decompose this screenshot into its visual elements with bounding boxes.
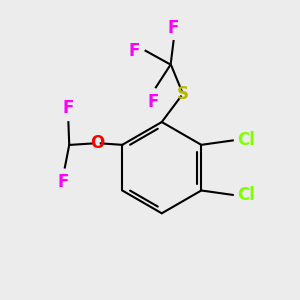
Text: F: F — [62, 100, 74, 118]
Text: S: S — [176, 85, 188, 103]
Text: Cl: Cl — [237, 186, 254, 204]
Text: F: F — [168, 19, 179, 37]
Text: O: O — [90, 134, 104, 152]
Text: F: F — [148, 93, 159, 111]
Text: F: F — [129, 42, 140, 60]
Text: F: F — [58, 173, 69, 191]
Text: Cl: Cl — [237, 131, 254, 149]
